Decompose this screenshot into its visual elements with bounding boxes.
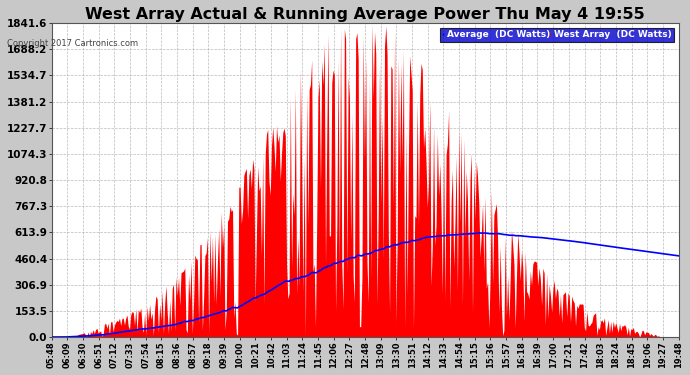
Legend: Average  (DC Watts), West Array  (DC Watts): Average (DC Watts), West Array (DC Watts… [440, 28, 674, 42]
Text: Copyright 2017 Cartronics.com: Copyright 2017 Cartronics.com [7, 39, 138, 48]
Title: West Array Actual & Running Average Power Thu May 4 19:55: West Array Actual & Running Average Powe… [85, 7, 645, 22]
